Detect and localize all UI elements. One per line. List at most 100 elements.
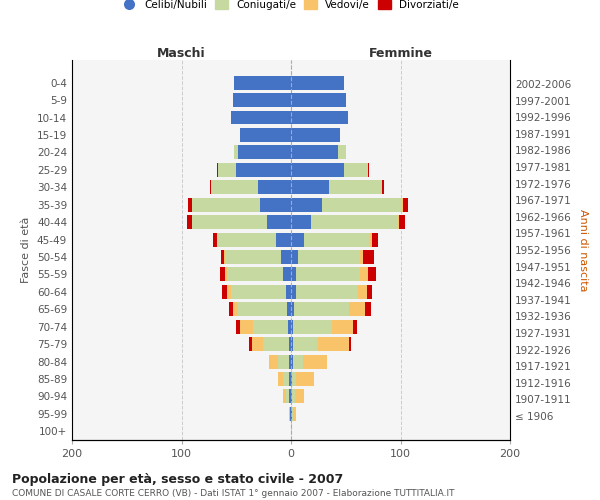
Bar	[289, 354, 291, 368]
Bar	[292, 407, 293, 421]
Bar	[349, 337, 351, 351]
Bar	[291, 337, 293, 351]
Bar	[222, 285, 227, 299]
Bar	[372, 232, 377, 246]
Bar	[293, 320, 332, 334]
Bar	[289, 407, 290, 421]
Bar	[250, 337, 251, 351]
Bar	[188, 198, 193, 211]
Bar	[239, 128, 291, 142]
Y-axis label: Fasce di età: Fasce di età	[22, 217, 31, 283]
Bar	[224, 250, 226, 264]
Bar	[227, 268, 283, 281]
Bar	[367, 285, 372, 299]
Bar	[293, 337, 319, 351]
Bar	[344, 163, 368, 177]
Bar	[291, 390, 292, 404]
Bar	[283, 268, 291, 281]
Bar	[253, 320, 288, 334]
Bar	[187, 215, 193, 229]
Bar	[296, 372, 314, 386]
Bar	[251, 337, 263, 351]
Bar	[400, 215, 405, 229]
Bar	[329, 180, 382, 194]
Bar	[278, 354, 289, 368]
Bar	[263, 337, 289, 351]
Bar	[260, 198, 291, 211]
Y-axis label: Anni di nascita: Anni di nascita	[578, 209, 588, 291]
Bar	[360, 250, 363, 264]
Bar	[353, 320, 357, 334]
Text: COMUNE DI CASALE CORTE CERRO (VB) - Dati ISTAT 1° gennaio 2007 - Elaborazione TU: COMUNE DI CASALE CORTE CERRO (VB) - Dati…	[12, 489, 455, 498]
Bar	[236, 320, 239, 334]
Bar	[293, 407, 296, 421]
Bar	[291, 250, 298, 264]
Bar	[368, 268, 376, 281]
Bar	[403, 198, 408, 211]
Bar	[291, 146, 338, 160]
Bar	[226, 250, 281, 264]
Bar	[238, 302, 287, 316]
Bar	[234, 146, 238, 160]
Bar	[278, 372, 283, 386]
Bar	[238, 146, 291, 160]
Bar	[231, 110, 291, 124]
Legend: Celibi/Nubili, Coniugati/e, Vedovi/e, Divorziati/e: Celibi/Nubili, Coniugati/e, Vedovi/e, Di…	[120, 0, 462, 14]
Bar	[193, 198, 260, 211]
Bar	[283, 372, 289, 386]
Bar	[322, 198, 401, 211]
Bar	[286, 390, 289, 404]
Bar	[267, 215, 291, 229]
Bar	[360, 268, 368, 281]
Bar	[349, 302, 365, 316]
Bar	[382, 180, 384, 194]
Bar	[291, 268, 296, 281]
Bar	[291, 302, 294, 316]
Bar	[239, 320, 253, 334]
Bar	[370, 232, 372, 246]
Text: Femmine: Femmine	[368, 47, 433, 60]
Bar	[291, 198, 322, 211]
Bar	[221, 250, 224, 264]
Bar	[233, 302, 238, 316]
Bar	[290, 407, 291, 421]
Bar	[289, 337, 291, 351]
Bar	[304, 232, 370, 246]
Bar	[231, 285, 286, 299]
Bar	[311, 215, 398, 229]
Bar	[295, 390, 304, 404]
Bar	[291, 180, 329, 194]
Bar	[286, 285, 291, 299]
Bar	[291, 110, 348, 124]
Bar	[365, 302, 371, 316]
Bar	[291, 285, 296, 299]
Bar	[217, 163, 218, 177]
Bar	[401, 198, 403, 211]
Bar	[291, 163, 344, 177]
Bar	[291, 407, 292, 421]
Text: Popolazione per età, sesso e stato civile - 2007: Popolazione per età, sesso e stato civil…	[12, 472, 343, 486]
Bar	[220, 268, 226, 281]
Bar	[283, 390, 286, 404]
Bar	[368, 163, 369, 177]
Bar	[217, 232, 275, 246]
Bar	[288, 320, 291, 334]
Bar	[269, 354, 278, 368]
Bar	[210, 180, 211, 194]
Bar	[296, 268, 360, 281]
Bar	[236, 163, 291, 177]
Bar	[291, 232, 304, 246]
Bar	[291, 320, 293, 334]
Bar	[398, 215, 400, 229]
Bar	[303, 354, 327, 368]
Bar	[332, 320, 353, 334]
Bar	[319, 337, 349, 351]
Bar	[211, 180, 258, 194]
Bar	[289, 390, 291, 404]
Bar	[226, 268, 227, 281]
Bar	[291, 354, 293, 368]
Bar	[294, 302, 349, 316]
Bar	[338, 146, 346, 160]
Text: Maschi: Maschi	[157, 47, 206, 60]
Bar	[193, 215, 267, 229]
